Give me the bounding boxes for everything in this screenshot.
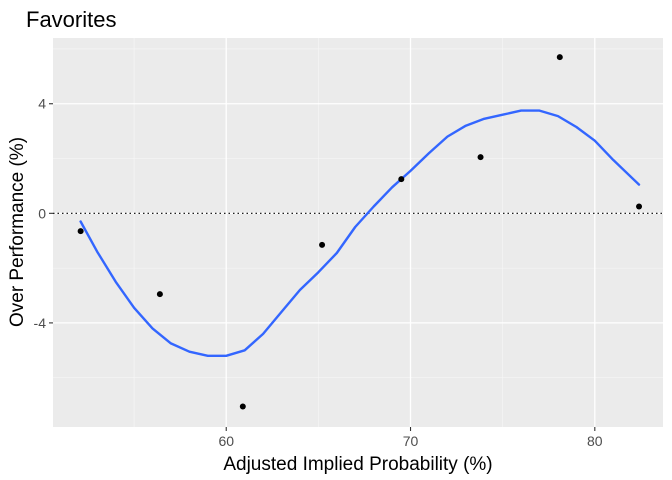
data-point	[77, 228, 84, 235]
y-tick-label: -4	[34, 315, 47, 331]
plot-panel	[53, 38, 663, 427]
points-group	[77, 54, 643, 410]
data-point	[319, 241, 326, 248]
y-tick-label: 0	[38, 205, 46, 221]
x-tick-label: 80	[587, 433, 603, 449]
y-axis-ticks: -4 0 4	[34, 96, 53, 331]
x-tick-label: 70	[403, 433, 419, 449]
y-axis-title: Over Performance (%)	[7, 137, 28, 327]
grid-major	[53, 38, 663, 427]
data-point	[636, 203, 643, 210]
smooth-line	[79, 109, 641, 357]
data-point	[398, 176, 405, 183]
data-point	[156, 291, 163, 298]
x-axis-ticks: 60 70 80	[218, 427, 603, 449]
x-axis-title: Adjusted Implied Probability (%)	[223, 454, 492, 475]
data-point	[556, 54, 563, 61]
smooth-line-group	[79, 109, 641, 357]
grid-minor	[53, 38, 663, 427]
y-tick-label: 4	[38, 96, 46, 112]
chart-title: Favorites	[26, 7, 116, 32]
data-point	[477, 154, 484, 161]
x-tick-label: 60	[218, 433, 234, 449]
data-point	[239, 403, 246, 410]
